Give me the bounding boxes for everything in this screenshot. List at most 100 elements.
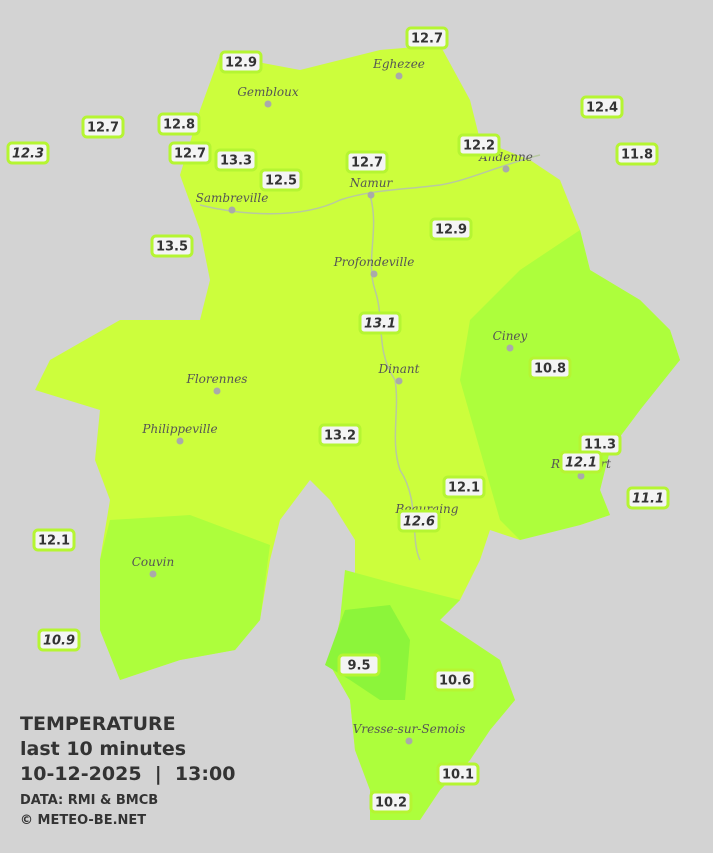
legend-source: DATA: RMI & BMCB (20, 793, 158, 808)
city-dot (506, 344, 514, 352)
city-label: Dinant (378, 362, 420, 376)
legend-title: TEMPERATURE (20, 713, 176, 735)
reading-value: 10.2 (375, 796, 407, 811)
reading-box (559, 450, 603, 474)
reading-box (219, 50, 263, 74)
reading: 12.9 (429, 217, 473, 241)
reading-box (457, 133, 501, 157)
reading-value: 10.6 (439, 674, 471, 689)
reading: 12.7 (405, 26, 449, 50)
reading-box (433, 668, 477, 692)
reading-box (442, 475, 486, 499)
city-label: Namur (349, 176, 394, 190)
city-dot (228, 206, 236, 214)
city-dot (502, 165, 510, 173)
reading-box (429, 217, 473, 241)
legend-subtitle: last 10 minutes (20, 738, 186, 760)
reading-box (528, 356, 572, 380)
city-label: Florennes (186, 372, 248, 386)
reading-value: 10.8 (534, 362, 566, 377)
city-label: Sambreville (196, 191, 269, 205)
reading: 12.4 (580, 95, 624, 119)
reading-value: 12.9 (435, 223, 467, 238)
reading-value: 11.1 (632, 492, 664, 507)
reading-box (626, 486, 670, 510)
reading-value: 13.1 (364, 317, 396, 332)
reading: 11.3 (578, 432, 622, 456)
reading: 13.1 (358, 311, 402, 335)
reading-box (81, 115, 125, 139)
city-dot (149, 570, 157, 578)
city-dot (395, 72, 403, 80)
reading-box (436, 762, 480, 786)
reading-box (37, 628, 81, 652)
city: Ciney (493, 329, 528, 352)
reading-box (259, 168, 303, 192)
reading-value: 12.1 (38, 534, 70, 549)
reading-value: 12.2 (463, 139, 495, 154)
reading: 10.2 (369, 790, 413, 814)
city: Dinant (378, 362, 420, 385)
city-dot (370, 270, 378, 278)
reading: 12.2 (457, 133, 501, 157)
reading: 12.1 (442, 475, 486, 499)
city-label: Eghezee (372, 57, 425, 71)
reading: 10.9 (37, 628, 81, 652)
reading: 11.8 (615, 142, 659, 166)
reading-value: 13.2 (324, 429, 356, 444)
reading-value: 12.3 (12, 147, 44, 162)
reading-value: 10.1 (442, 768, 474, 783)
reading: 12.9 (219, 50, 263, 74)
reading-value: 13.3 (220, 154, 252, 169)
reading: 13.2 (318, 423, 362, 447)
legend-copyright: © METEO-BE.NET (20, 813, 146, 828)
reading-value: 12.5 (265, 174, 297, 189)
reading-box (580, 95, 624, 119)
city: Couvin (132, 555, 174, 578)
reading: 13.3 (214, 148, 258, 172)
city-label: Gembloux (237, 85, 299, 99)
city: Gembloux (237, 85, 299, 108)
reading: 13.5 (150, 234, 194, 258)
reading: 12.1 (559, 450, 603, 474)
city-label: Vresse-sur-Semois (353, 722, 466, 736)
city: Sambreville (196, 191, 269, 214)
reading: 11.1 (626, 486, 670, 510)
city-dot (213, 387, 221, 395)
city-dot (577, 472, 585, 480)
city-label: Couvin (132, 555, 174, 569)
reading: 12.8 (157, 112, 201, 136)
reading-box (318, 423, 362, 447)
reading-value: 12.1 (448, 481, 480, 496)
reading: 12.1 (32, 528, 76, 552)
reading-value: 11.8 (621, 148, 653, 163)
reading-box (397, 509, 441, 533)
reading: 10.6 (433, 668, 477, 692)
reading-box (32, 528, 76, 552)
city-dot (264, 100, 272, 108)
reading-value: 13.5 (156, 240, 188, 255)
city-dot (405, 737, 413, 745)
reading: 12.5 (259, 168, 303, 192)
zone-cooler (100, 515, 270, 680)
reading-value: 12.4 (586, 101, 618, 116)
reading-value: 12.1 (565, 456, 597, 471)
reading-box (615, 142, 659, 166)
legend: TEMPERATURE last 10 minutes 10-12-2025 |… (20, 713, 235, 828)
reading-box (157, 112, 201, 136)
reading-value: 12.7 (87, 121, 119, 136)
city-dot (367, 191, 375, 199)
reading-box (150, 234, 194, 258)
reading-value: 10.9 (43, 634, 75, 649)
reading: 12.7 (81, 115, 125, 139)
reading-value: 12.8 (163, 118, 195, 133)
reading-value: 12.7 (411, 32, 443, 47)
reading-box (405, 26, 449, 50)
city: Florennes (186, 372, 248, 395)
city-dot (395, 377, 403, 385)
reading-value: 11.3 (584, 438, 616, 453)
reading: 12.7 (345, 150, 389, 174)
reading-box (358, 311, 402, 335)
reading: 12.3 (6, 141, 50, 165)
